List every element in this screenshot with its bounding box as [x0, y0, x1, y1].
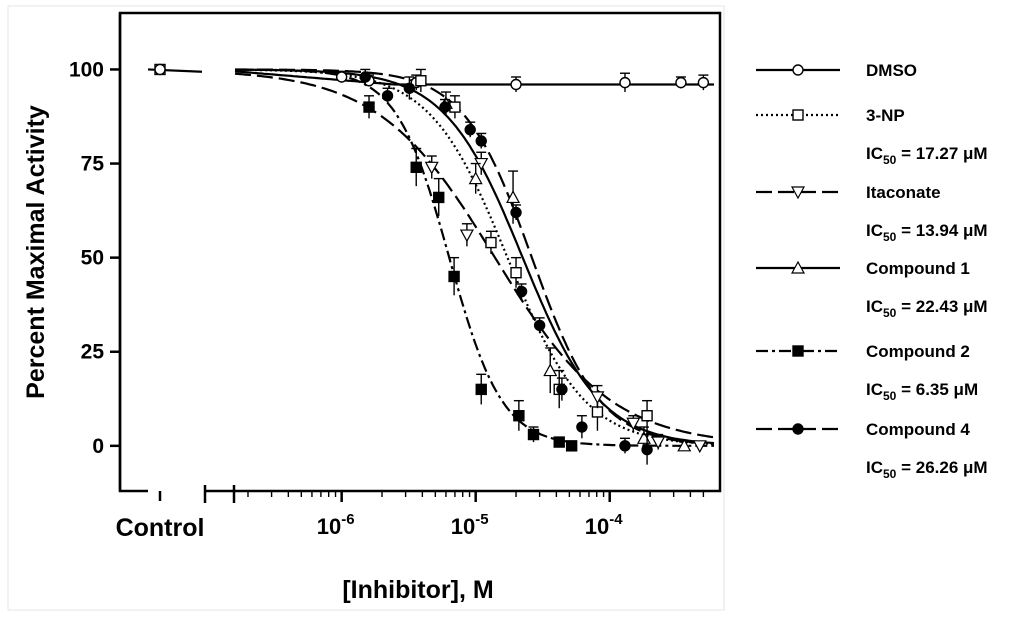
legend-ic50-3-np: IC50 = 17.27 μM [866, 144, 988, 167]
y-tick-label: 50 [81, 247, 104, 270]
y-axis-title: Percent Maximal Activity [22, 105, 50, 399]
data-point-compound-2 [553, 436, 565, 448]
fit-curve-itaconate [234, 72, 715, 439]
data-point-dmso [697, 76, 710, 89]
legend: DMSO 3-NP IC50 = 17.27 μM Itaconate IC50 = 1… [756, 61, 988, 481]
legend-label-3-np: 3-NP [866, 106, 905, 125]
legend-ic50-itaconate: IC50 = 13.94 μM [866, 221, 988, 244]
data-point-compound-4 [576, 421, 588, 433]
x-tick-label: 10-6 [317, 511, 355, 539]
control-tick-label: Control [116, 514, 205, 542]
data-point-itaconate [459, 229, 474, 243]
legend-marker-compound-4 [792, 423, 804, 435]
data-points [154, 63, 710, 465]
data-point-3-np [510, 267, 522, 279]
data-point-compound-4 [439, 101, 451, 113]
legend-label-dmso: DMSO [866, 61, 917, 80]
data-point-compound-1 [677, 438, 692, 452]
data-point-compound-4 [641, 443, 653, 456]
x-tick-label: 10-4 [585, 511, 623, 539]
data-point-compound-4 [475, 135, 487, 147]
y-tick-label: 75 [81, 153, 105, 176]
data-point-compound-4 [619, 440, 631, 452]
y-tick-label: 0 [92, 435, 104, 458]
legend-marker-3-np [792, 109, 804, 121]
legend-marker-compound-1 [790, 260, 806, 274]
x-tick-label: 10-5 [451, 511, 489, 539]
data-point-compound-1 [506, 190, 521, 204]
data-point-dmso [335, 71, 348, 83]
data-point-compound-2 [527, 428, 540, 441]
data-point-compound-1 [468, 171, 483, 185]
axes: 0 25 50 75 100 Control 10-6 10-5 10-4 [69, 13, 705, 542]
data-point-compound-1 [543, 363, 558, 377]
data-point-compound-4 [381, 90, 394, 102]
data-point-compound-4 [464, 123, 476, 136]
data-point-compound-2 [513, 410, 525, 422]
data-point-compound-2 [565, 440, 578, 452]
legend-marker-itaconate [790, 186, 806, 200]
data-point-compound-2 [363, 101, 375, 113]
data-point-compound-4 [359, 71, 371, 83]
legend-ic50-compound-1: IC50 = 22.43 μM [866, 297, 988, 320]
legend-label-itaconate: Itaconate [866, 183, 941, 202]
data-point-itaconate [590, 391, 605, 405]
data-point-compound-2 [433, 191, 445, 204]
data-point-3-np [641, 410, 653, 422]
legend-marker-dmso [792, 64, 804, 76]
data-point-3-np [415, 75, 427, 87]
y-tick-label: 25 [81, 341, 105, 364]
data-point-3-np [485, 236, 497, 249]
data-point-compound-4 [515, 285, 528, 298]
figure-panel-border [7, 5, 725, 611]
legend-marker-compound-2 [792, 345, 804, 357]
data-point-itaconate [651, 436, 666, 450]
fit-curves [147, 68, 715, 447]
data-point-itaconate [424, 161, 439, 175]
data-point-compound-4 [556, 383, 568, 396]
data-point-itaconate [692, 440, 707, 454]
control-point [154, 63, 166, 76]
fit-curve-compound-2 [235, 68, 714, 447]
legend-label-compound-1: Compound 1 [866, 259, 970, 278]
data-point-itaconate [626, 417, 641, 431]
legend-ic50-compound-2: IC50 = 6.35 μM [866, 380, 978, 403]
legend-label-compound-4: Compound 4 [866, 420, 970, 439]
fit-curve-dmso [234, 70, 714, 86]
data-point-compound-2 [410, 161, 422, 174]
legend-label-compound-2: Compound 2 [866, 342, 970, 361]
y-tick-label: 100 [69, 58, 104, 81]
x-axis-title: [Inhibitor], M [342, 576, 493, 604]
data-point-compound-4 [403, 82, 416, 94]
data-point-dmso [510, 78, 522, 91]
data-point-dmso [619, 76, 631, 89]
legend-ic50-compound-4: IC50 = 26.26 μM [866, 458, 988, 481]
data-point-compound-2 [475, 383, 487, 396]
data-point-compound-2 [448, 270, 460, 283]
data-point-dmso [675, 76, 687, 89]
data-point-compound-4 [510, 206, 522, 219]
data-point-3-np [591, 406, 604, 418]
data-point-compound-4 [533, 319, 546, 332]
